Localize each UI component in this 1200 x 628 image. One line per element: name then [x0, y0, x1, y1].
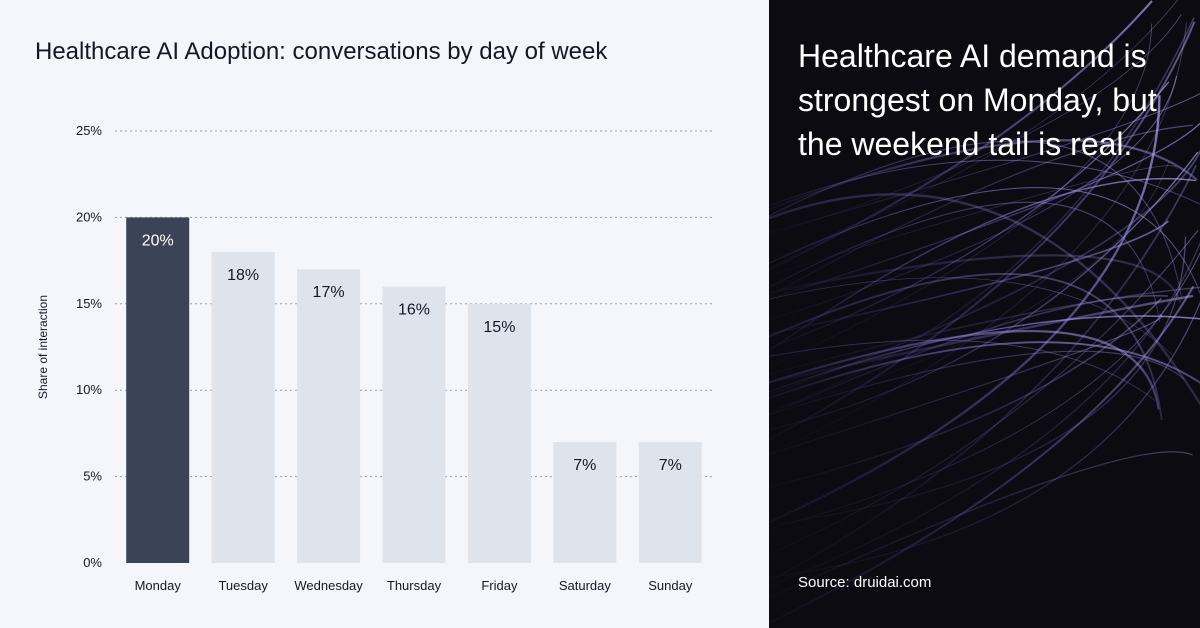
- y-tick-label: 5%: [83, 469, 102, 484]
- light-streak: [769, 313, 1163, 456]
- x-tick-label: Monday: [135, 578, 182, 593]
- light-streak: [769, 177, 1196, 353]
- light-streak: [769, 124, 1193, 298]
- bar: [126, 217, 190, 563]
- bar: [638, 442, 702, 563]
- x-tick-label: Thursday: [387, 578, 442, 593]
- light-streak: [769, 17, 1195, 413]
- insight-panel: Healthcare AI demand is strongest on Mon…: [769, 0, 1200, 628]
- light-streak: [769, 187, 1200, 295]
- light-streak: [769, 294, 1168, 416]
- light-streak: [769, 95, 1161, 524]
- light-streak: [769, 252, 1200, 530]
- light-streak: [769, 254, 1182, 304]
- light-streak: [769, 241, 1200, 587]
- data-label: 15%: [483, 319, 515, 336]
- insight-headline: Healthcare AI demand is strongest on Mon…: [798, 38, 1157, 162]
- x-tick-label: Saturday: [559, 578, 612, 593]
- light-streak: [769, 0, 1179, 261]
- light-streak: [769, 286, 1200, 375]
- light-streak: [769, 201, 1161, 323]
- light-streak: [769, 139, 1198, 211]
- bar: [297, 269, 361, 563]
- x-tick-label: Tuesday: [218, 578, 268, 593]
- light-streak: [769, 220, 1169, 335]
- light-streak: [769, 451, 1193, 599]
- y-tick-label: 0%: [83, 555, 102, 570]
- light-streak: [769, 21, 1196, 441]
- light-streak: [769, 315, 1200, 393]
- data-label: 7%: [659, 457, 682, 474]
- light-streak: [769, 151, 1199, 431]
- y-axis-label: Share of interaction: [36, 295, 50, 399]
- light-streaks-background: [769, 0, 1200, 625]
- light-streak: [769, 301, 1200, 578]
- light-streak: [769, 236, 1187, 526]
- source-credit: Source: druidai.com: [798, 574, 932, 591]
- light-streak: [769, 277, 1173, 356]
- data-label: 20%: [142, 232, 174, 249]
- x-tick-label: Sunday: [648, 578, 693, 593]
- light-streak: [769, 341, 1200, 400]
- data-label: 18%: [227, 267, 259, 284]
- light-streak: [769, 0, 1153, 271]
- chart-title: Healthcare AI Adoption: conversations by…: [35, 38, 608, 65]
- light-streak: [769, 273, 1163, 421]
- light-streak: [769, 159, 1200, 207]
- light-streak: [769, 165, 1177, 276]
- light-streak: [769, 165, 1197, 583]
- data-label: 7%: [573, 457, 596, 474]
- light-streak: [769, 14, 1182, 236]
- light-streak: [769, 23, 1152, 368]
- light-streak: [769, 350, 1185, 416]
- chart-panel: Healthcare AI Adoption: conversations by…: [0, 0, 769, 628]
- light-streak: [769, 297, 1162, 489]
- y-tick-label: 25%: [76, 123, 102, 138]
- bar: [382, 286, 446, 563]
- bar: [211, 251, 275, 563]
- light-streak: [769, 339, 1156, 401]
- light-streak: [769, 330, 1160, 410]
- data-label: 16%: [398, 302, 430, 319]
- bar-chart: 0% 5% 10% 15% 20% 25% Share of interaction 20% M…: [36, 123, 713, 593]
- y-tick-label: 10%: [76, 382, 102, 397]
- bar: [467, 303, 531, 563]
- light-streak: [769, 229, 1199, 555]
- light-streak: [769, 75, 1178, 321]
- bar: [553, 442, 617, 563]
- x-tick-label: Wednesday: [294, 578, 363, 593]
- y-tick-label: 20%: [76, 209, 102, 224]
- x-tick-label: Friday: [481, 578, 518, 593]
- light-streak: [769, 81, 1170, 349]
- light-streak: [769, 160, 1170, 411]
- data-label: 17%: [313, 284, 345, 301]
- light-streak: [769, 93, 1200, 233]
- y-tick-label: 15%: [76, 296, 102, 311]
- light-streak: [769, 149, 1200, 396]
